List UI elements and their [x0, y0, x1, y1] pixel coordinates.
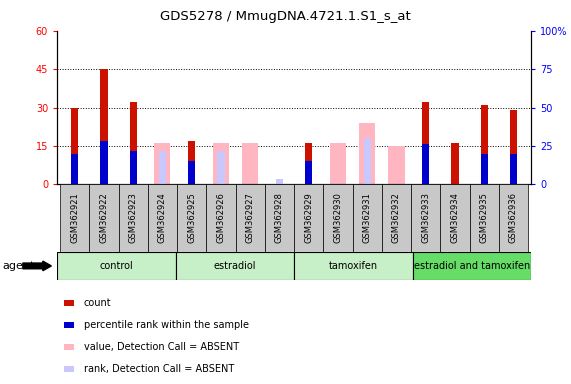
- Bar: [294, 184, 323, 252]
- Bar: [364, 138, 371, 184]
- Bar: [305, 143, 312, 184]
- Bar: [71, 108, 78, 184]
- Text: GSM362922: GSM362922: [99, 192, 108, 243]
- Bar: [188, 161, 195, 184]
- Bar: [481, 105, 488, 184]
- Bar: [276, 179, 283, 184]
- Bar: [469, 184, 499, 252]
- Text: GSM362928: GSM362928: [275, 192, 284, 243]
- Bar: [176, 252, 294, 280]
- Bar: [481, 154, 488, 184]
- Bar: [148, 184, 177, 252]
- Text: GSM362923: GSM362923: [128, 192, 138, 243]
- Bar: [382, 184, 411, 252]
- Text: GSM362925: GSM362925: [187, 192, 196, 243]
- Bar: [64, 344, 74, 350]
- Text: control: control: [99, 261, 133, 271]
- Bar: [119, 184, 148, 252]
- Bar: [218, 151, 224, 184]
- Bar: [188, 141, 195, 184]
- Bar: [510, 110, 517, 184]
- Text: GDS5278 / MmugDNA.4721.1.S1_s_at: GDS5278 / MmugDNA.4721.1.S1_s_at: [160, 10, 411, 23]
- Bar: [265, 184, 294, 252]
- Bar: [64, 322, 74, 328]
- Bar: [440, 184, 469, 252]
- Text: percentile rank within the sample: percentile rank within the sample: [83, 320, 248, 330]
- Text: rank, Detection Call = ABSENT: rank, Detection Call = ABSENT: [83, 364, 234, 374]
- Text: value, Detection Call = ABSENT: value, Detection Call = ABSENT: [83, 342, 239, 352]
- Text: GSM362924: GSM362924: [158, 192, 167, 243]
- Bar: [242, 143, 258, 184]
- Bar: [499, 184, 528, 252]
- Text: estradiol and tamoxifen: estradiol and tamoxifen: [413, 261, 530, 271]
- Text: estradiol: estradiol: [214, 261, 256, 271]
- Bar: [422, 103, 429, 184]
- Bar: [510, 154, 517, 184]
- Text: GSM362936: GSM362936: [509, 192, 518, 243]
- Bar: [206, 184, 236, 252]
- Text: GSM362934: GSM362934: [451, 192, 460, 243]
- Bar: [159, 151, 166, 184]
- Bar: [57, 252, 176, 280]
- Bar: [323, 184, 352, 252]
- Bar: [422, 144, 429, 184]
- Bar: [330, 143, 346, 184]
- Text: agent: agent: [3, 261, 35, 271]
- Bar: [411, 184, 440, 252]
- Bar: [100, 141, 107, 184]
- Bar: [213, 143, 229, 184]
- Bar: [305, 161, 312, 184]
- Bar: [412, 252, 531, 280]
- Text: GSM362930: GSM362930: [333, 192, 343, 243]
- Bar: [100, 69, 107, 184]
- Text: GSM362929: GSM362929: [304, 192, 313, 243]
- Text: tamoxifen: tamoxifen: [329, 261, 378, 271]
- Text: GSM362933: GSM362933: [421, 192, 430, 243]
- Bar: [64, 366, 74, 372]
- Bar: [130, 151, 137, 184]
- Text: count: count: [83, 298, 111, 308]
- Bar: [352, 184, 382, 252]
- Bar: [388, 146, 404, 184]
- Text: GSM362927: GSM362927: [246, 192, 255, 243]
- Text: GSM362931: GSM362931: [363, 192, 372, 243]
- Text: GSM362935: GSM362935: [480, 192, 489, 243]
- Bar: [60, 184, 89, 252]
- Bar: [71, 154, 78, 184]
- Bar: [294, 252, 412, 280]
- Bar: [64, 300, 74, 306]
- Bar: [177, 184, 206, 252]
- Text: GSM362921: GSM362921: [70, 192, 79, 243]
- Text: GSM362932: GSM362932: [392, 192, 401, 243]
- Bar: [89, 184, 119, 252]
- Bar: [451, 143, 459, 184]
- Bar: [359, 123, 375, 184]
- Bar: [154, 143, 171, 184]
- Bar: [236, 184, 265, 252]
- Bar: [130, 103, 137, 184]
- Text: GSM362926: GSM362926: [216, 192, 226, 243]
